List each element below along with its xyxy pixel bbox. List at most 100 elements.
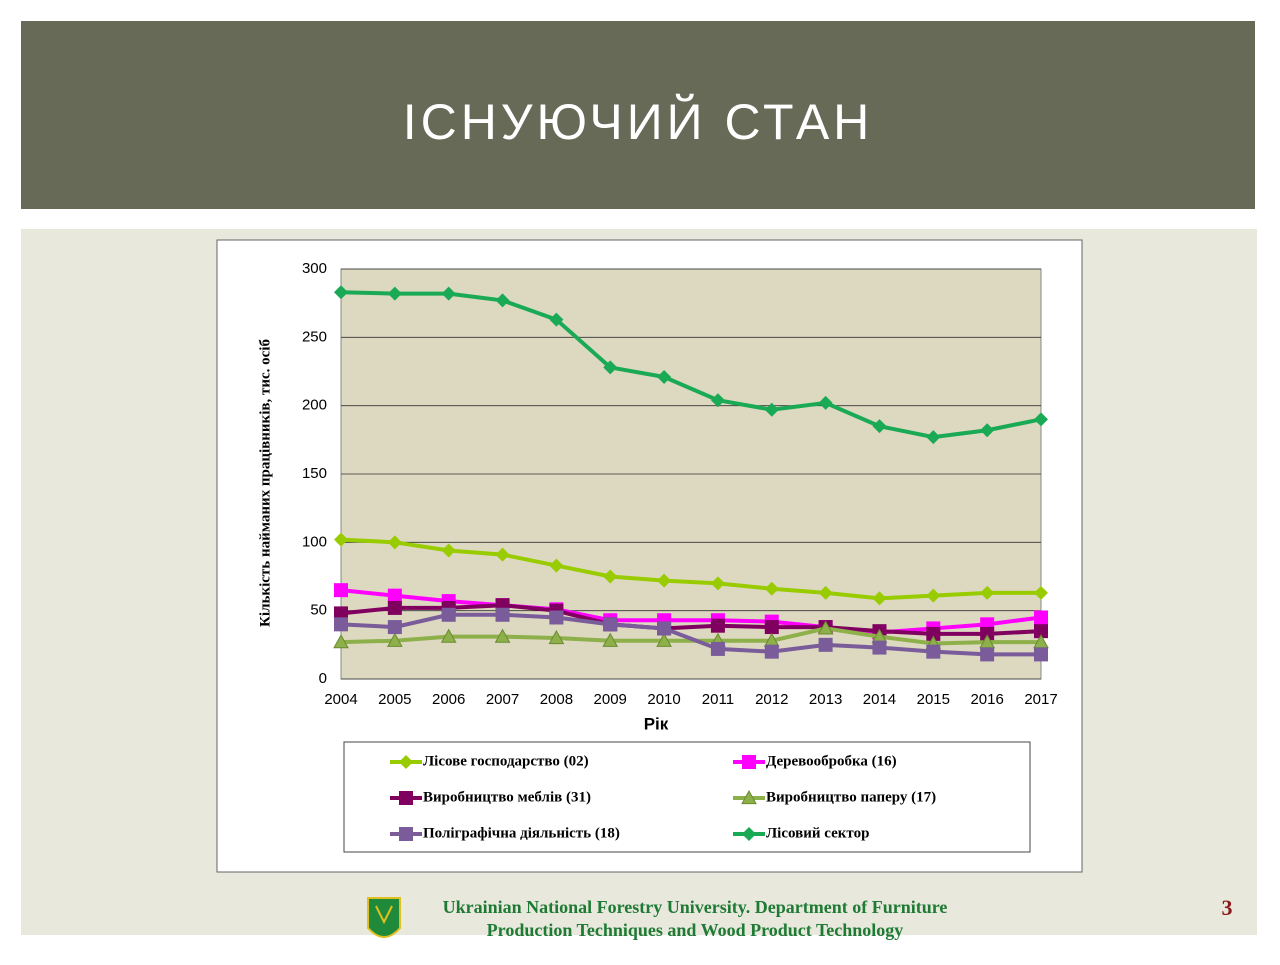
legend-marker [399, 755, 413, 769]
marker [710, 576, 725, 591]
legend-marker [742, 827, 756, 841]
marker [333, 634, 349, 649]
legend [343, 741, 1031, 853]
y-tick-label: 250 [302, 328, 327, 345]
marker [1034, 647, 1048, 662]
x-tick-label: 2016 [970, 691, 1003, 708]
marker [657, 621, 672, 636]
logo-mark [375, 905, 393, 925]
marker [603, 617, 618, 632]
marker [495, 607, 510, 622]
y-tick-label: 200 [302, 397, 327, 414]
marker [657, 369, 672, 384]
page-number: 3 [1222, 895, 1233, 920]
marker [1034, 585, 1048, 600]
marker [710, 618, 725, 633]
marker [926, 626, 941, 641]
marker [495, 293, 510, 308]
x-tick-label: 2006 [432, 691, 465, 708]
marker [603, 569, 618, 584]
legend-marker [399, 827, 413, 841]
x-tick-label: 2013 [809, 691, 842, 708]
marker [710, 393, 725, 408]
series-line [340, 537, 1041, 601]
y-tick-label: 150 [302, 465, 327, 482]
x-tick-label: 2009 [594, 691, 627, 708]
x-tick-label: 2004 [324, 691, 357, 708]
marker [710, 641, 725, 656]
x-tick-label: 2011 [702, 691, 734, 708]
marker [872, 640, 887, 655]
marker [387, 588, 402, 603]
marker [872, 419, 887, 434]
marker [334, 617, 348, 632]
x-tick-label: 2017 [1024, 691, 1057, 708]
marker [603, 360, 618, 375]
marker [764, 581, 779, 596]
marker [817, 620, 834, 635]
legend-label: Виробництво паперу (17) [766, 789, 936, 805]
marker [764, 644, 779, 659]
legend-marker [399, 791, 413, 805]
legend-label: Поліграфічна діяльність (18) [423, 825, 620, 841]
x-tick-label: 2010 [647, 691, 680, 708]
footer-line: Ukrainian National Forestry University. … [443, 897, 948, 917]
x-axis-label: Рік [644, 714, 669, 733]
marker [441, 607, 456, 622]
marker [926, 588, 941, 603]
legend-label: Лісовий сектор [766, 825, 869, 841]
footer-line: Production Techniques and Wood Product T… [487, 920, 904, 940]
marker [656, 632, 672, 647]
marker [495, 547, 510, 562]
marker [549, 312, 564, 327]
marker [494, 628, 511, 643]
marker [334, 285, 348, 300]
marker [548, 629, 565, 645]
series-line [340, 588, 1042, 635]
series-line [340, 603, 1042, 636]
marker [602, 632, 619, 647]
marker [1034, 624, 1048, 639]
marker [387, 620, 402, 635]
marker [387, 600, 402, 615]
legend-label: Виробництво меблів (31) [423, 789, 591, 805]
marker [387, 535, 402, 550]
marker [386, 632, 403, 647]
marker [441, 286, 456, 301]
legend-label: Лісове господарство (02) [423, 753, 589, 769]
marker [980, 585, 995, 600]
marker [549, 558, 564, 573]
legend-marker [742, 755, 756, 769]
marker [818, 637, 833, 652]
series-line [340, 290, 1042, 440]
marker [926, 430, 941, 445]
y-tick-label: 50 [310, 602, 327, 619]
marker [980, 647, 995, 662]
header-band [21, 21, 1255, 209]
marker [818, 395, 833, 410]
marker [441, 543, 456, 558]
x-tick-label: 2007 [486, 691, 519, 708]
y-tick-label: 300 [302, 260, 327, 277]
marker [334, 532, 348, 547]
y-tick-label: 0 [319, 670, 327, 687]
marker [926, 644, 941, 659]
marker [872, 591, 887, 606]
marker [1034, 610, 1048, 625]
marker [764, 620, 779, 635]
marker [334, 606, 348, 621]
y-tick-label: 100 [302, 533, 327, 550]
logo-shield [367, 897, 401, 938]
marker [549, 610, 564, 625]
series-line [340, 612, 1041, 657]
x-tick-label: 2015 [917, 691, 950, 708]
legend-label: Деревообробка (16) [766, 753, 897, 769]
slide-title: ІСНУЮЧИЙ СТАН [403, 93, 874, 150]
marker [440, 628, 457, 643]
marker [764, 402, 779, 417]
y-axis-label: Кількість найманих працівників, тис. осі… [257, 339, 273, 627]
x-tick-label: 2012 [755, 691, 788, 708]
legend-marker [741, 789, 757, 805]
